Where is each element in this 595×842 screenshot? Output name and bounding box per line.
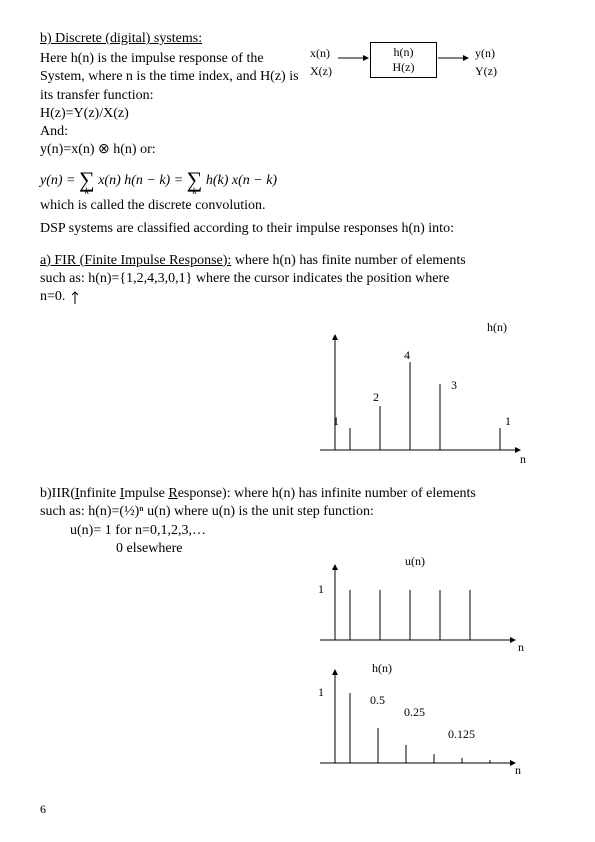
fir-stem-plot: h(n) n 1 2 4 3 1 (295, 330, 535, 465)
page-number: 6 (40, 802, 46, 817)
section-b-para1c: its transfer function: (40, 87, 320, 105)
fir-ylabel: h(n) (487, 320, 507, 335)
section-b-and: And: (40, 123, 555, 141)
fir-heading-line: a) FIR (Finite Impulse Response): where … (40, 252, 555, 270)
hn-v4: 0.125 (448, 727, 475, 742)
fir-v0: 1 (333, 414, 339, 429)
iir-un-def1: u(n)= 1 for n=0,1,2,3,… (40, 522, 555, 540)
section-b-para1b: System, where n is the time index, and H… (40, 68, 320, 86)
hn-iir-stem-plot: h(n) n 1 0.5 0.25 0.125 (300, 665, 530, 775)
sum-sub-1: k (79, 186, 95, 198)
bd-xin: x(n) (310, 46, 330, 61)
section-b-para2a: which is called the discrete convolution… (40, 197, 555, 215)
page-content: b) Discrete (digital) systems: Here h(n)… (40, 30, 555, 558)
eq-mid2: h(k) x(n − k) (206, 173, 277, 188)
fir-heading-rest: where h(n) has finite number of elements (231, 253, 465, 268)
fir-v2: 4 (404, 348, 410, 363)
iir-un-def2: 0 elsewhere (40, 540, 555, 558)
bd-yz: Y(z) (475, 64, 497, 79)
un-stem-plot: u(n) n 1 (300, 560, 530, 650)
section-b-heading: b) Discrete (digital) systems: (40, 31, 202, 46)
bd-hz: H(z) (371, 60, 436, 75)
iir-heading-rest: : where h(n) has infinite number of elem… (227, 486, 476, 501)
hn-v0: 1 (318, 685, 324, 700)
sum-sub-2: k (187, 186, 203, 198)
fir-v5: 1 (505, 414, 511, 429)
fir-para2: n=0. (40, 288, 555, 306)
fir-v1: 2 (373, 390, 379, 405)
eq-hz: H(z)=Y(z)/X(z) (40, 105, 555, 123)
hn-ylabel: h(n) (372, 661, 392, 676)
bd-yn: y(n) (475, 46, 495, 61)
fir-para1: such as: h(n)={1,2,4,3,0,1} where the cu… (40, 270, 555, 288)
hn-v1: 0.5 (370, 693, 385, 708)
un-v0: 1 (318, 582, 324, 597)
iir-heading-line: b)IIR(Infinite Impulse Response): where … (40, 485, 555, 503)
iir-heading-underline: b)IIR(Infinite Impulse Response) (40, 486, 227, 501)
bd-xz: X(z) (310, 64, 332, 79)
section-b-para2b: DSP systems are classified according to … (40, 220, 555, 238)
block-diagram: x(n) X(z) h(n) H(z) y(n) Y(z) (310, 42, 510, 92)
iir-para1: such as: h(n)=(½)ⁿ u(n) where u(n) is th… (40, 503, 555, 521)
eq-mid1: x(n) h(n − k) = (98, 173, 186, 188)
fir-v3: 3 (451, 378, 457, 393)
eq-sum-conv: y(n) = ∑k x(n) h(n − k) = ∑k h(k) x(n − … (40, 163, 555, 193)
bd-hn: h(n) (371, 45, 436, 60)
un-ylabel: u(n) (405, 554, 425, 569)
hn-xlabel: n (515, 763, 521, 778)
hn-v2: 0.25 (404, 705, 425, 720)
un-xlabel: n (518, 640, 524, 655)
fir-xlabel: n (520, 452, 526, 467)
eq-yn-conv: y(n)=x(n) ⊗ h(n) or: (40, 141, 555, 159)
fir-heading-underline: a) FIR (Finite Impulse Response): (40, 253, 231, 268)
eq-prefix: y(n) = (40, 173, 79, 188)
section-b-para1a: Here h(n) is the impulse response of the (40, 50, 320, 68)
cursor-arrow-icon (72, 290, 78, 304)
